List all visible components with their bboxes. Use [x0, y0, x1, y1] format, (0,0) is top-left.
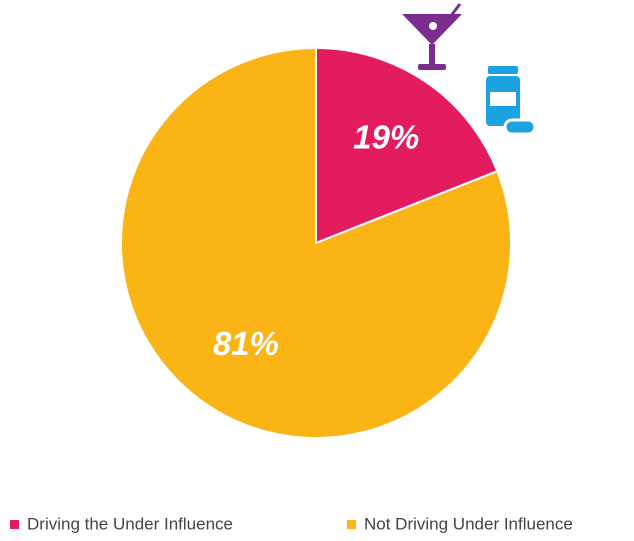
pie-slice	[120, 46, 512, 439]
legend-label: Driving the Under Influence	[27, 514, 233, 533]
value-label: 19%	[353, 118, 419, 155]
value-label: 81%	[213, 325, 279, 362]
pie-slice	[315, 46, 499, 245]
legend-swatch	[347, 520, 356, 529]
pill-icon	[486, 66, 537, 136]
martini-icon	[402, 3, 462, 70]
legend-swatch	[10, 520, 19, 529]
pie: 19% 81%	[120, 46, 512, 439]
legend-label: Not Driving Under Influence	[364, 514, 573, 533]
legend: Driving the Under Influence Not Driving U…	[10, 514, 573, 533]
